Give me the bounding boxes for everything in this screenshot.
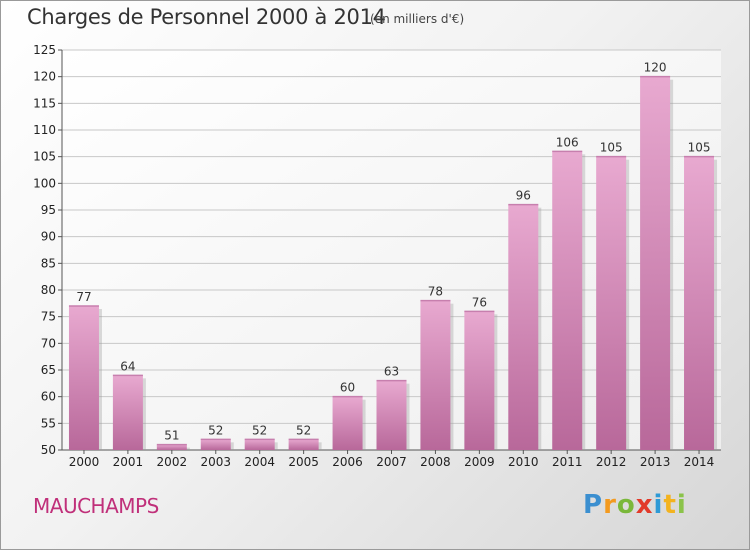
logo-letter: P xyxy=(583,490,604,520)
logo-letter: r xyxy=(603,490,617,520)
bar xyxy=(420,300,451,450)
y-tick-label: 95 xyxy=(41,203,56,217)
commune-name: MAUCHAMPS xyxy=(33,494,159,518)
y-tick-label: 60 xyxy=(41,390,56,404)
bar xyxy=(288,439,319,450)
value-label: 120 xyxy=(644,61,667,75)
bar xyxy=(684,156,715,450)
x-tick-label: 2001 xyxy=(113,455,144,469)
x-tick-label: 2006 xyxy=(332,455,363,469)
logo-letter: t xyxy=(663,490,677,520)
bar xyxy=(464,311,495,450)
x-tick-label: 2008 xyxy=(420,455,451,469)
bar xyxy=(552,151,583,451)
bar xyxy=(156,444,187,450)
value-label: 51 xyxy=(164,429,179,443)
bar xyxy=(200,439,231,450)
logo-letter: i xyxy=(653,490,664,520)
y-tick-label: 90 xyxy=(41,230,56,244)
value-label: 105 xyxy=(688,141,711,155)
value-label: 52 xyxy=(252,423,267,437)
y-tick-label: 65 xyxy=(41,363,56,377)
y-tick-label: 100 xyxy=(33,176,56,190)
chart-subtitle: (en milliers d'€) xyxy=(370,12,465,26)
y-tick-label: 120 xyxy=(33,70,56,84)
x-tick-label: 2012 xyxy=(596,455,627,469)
y-tick-label: 125 xyxy=(33,43,56,57)
x-tick-label: 2011 xyxy=(552,455,583,469)
chart-title: Charges de Personnel 2000 à 2014 xyxy=(27,5,386,29)
value-label: 105 xyxy=(600,141,623,155)
bar xyxy=(244,439,275,450)
y-tick-label: 110 xyxy=(33,123,56,137)
value-label: 78 xyxy=(428,285,443,299)
bar xyxy=(508,204,539,450)
bar xyxy=(596,156,627,450)
value-label: 64 xyxy=(120,359,135,373)
y-tick-label: 70 xyxy=(41,336,56,350)
y-tick-label: 115 xyxy=(33,96,56,110)
x-tick-label: 2002 xyxy=(157,455,188,469)
y-tick-label: 50 xyxy=(41,443,56,457)
value-label: 106 xyxy=(556,135,579,149)
y-tick-label: 75 xyxy=(41,310,56,324)
x-tick-label: 2010 xyxy=(508,455,539,469)
bar xyxy=(68,306,99,450)
x-tick-label: 2000 xyxy=(69,455,100,469)
x-tick-label: 2013 xyxy=(640,455,671,469)
bar xyxy=(376,380,407,450)
logo-letter: o xyxy=(616,490,636,520)
value-label: 52 xyxy=(208,423,223,437)
value-label: 52 xyxy=(296,423,311,437)
value-label: 77 xyxy=(76,290,91,304)
logo-letter: x xyxy=(635,490,654,520)
y-tick-label: 105 xyxy=(33,150,56,164)
proxiti-logo[interactable]: Proxiti xyxy=(583,490,687,520)
bar xyxy=(332,396,363,450)
y-tick-label: 85 xyxy=(41,256,56,270)
x-tick-label: 2014 xyxy=(684,455,715,469)
value-label: 60 xyxy=(340,381,355,395)
value-label: 63 xyxy=(384,365,399,379)
x-tick-label: 2004 xyxy=(244,455,275,469)
value-label: 76 xyxy=(472,295,487,309)
x-tick-label: 2007 xyxy=(376,455,407,469)
bar xyxy=(640,76,671,451)
x-tick-label: 2005 xyxy=(288,455,319,469)
value-label: 96 xyxy=(516,189,531,203)
y-tick-label: 55 xyxy=(41,416,56,430)
logo-letter: i xyxy=(676,490,687,520)
bar xyxy=(112,375,143,450)
x-tick-label: 2009 xyxy=(464,455,495,469)
x-tick-label: 2003 xyxy=(200,455,231,469)
y-tick-label: 80 xyxy=(41,283,56,297)
